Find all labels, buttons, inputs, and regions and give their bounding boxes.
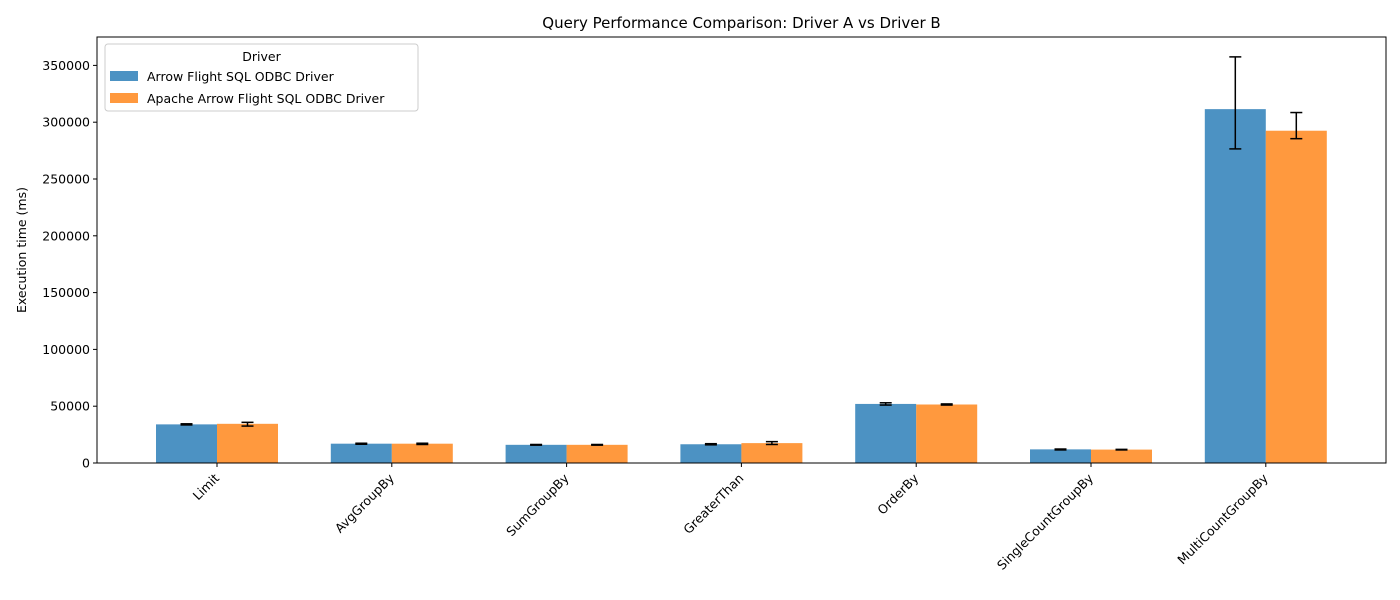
y-tick-label: 250000	[42, 172, 90, 187]
error-bar-series2-avggroupby	[416, 442, 429, 446]
error-bar-series1-limit	[180, 423, 193, 426]
error-bar-series1-sumgroupby	[530, 443, 543, 446]
bar-series2-singlecountgroupby	[1091, 449, 1152, 463]
y-tick-label: 350000	[42, 58, 90, 73]
bar-series2-sumgroupby	[566, 444, 628, 463]
x-tick-label-multicountgroupby: MultiCountGroupBy	[1174, 470, 1271, 567]
bar-series1-limit	[156, 424, 217, 463]
bar-series2-greaterthan	[741, 443, 803, 463]
x-tick-label-avggroupby: AvgGroupBy	[332, 470, 398, 536]
y-tick-label: 100000	[42, 342, 90, 357]
y-tick-label: 150000	[42, 285, 90, 300]
error-bar-series1-singlecountgroupby	[1054, 448, 1067, 451]
bar-series2-multicountgroupby	[1265, 130, 1327, 463]
plot-area: 0 50000 100000 150000 200000 250000 300000 3500…	[42, 36, 1387, 573]
bar-series1-sumgroupby	[505, 444, 567, 463]
bar-series2-limit	[217, 423, 278, 463]
error-bar-series1-multicountgroupby	[1229, 56, 1242, 150]
error-bar-series2-orderby	[940, 403, 953, 406]
legend-title: Driver	[242, 49, 281, 64]
legend-swatch-driver-b	[110, 93, 138, 103]
x-tick-label-orderby: OrderBy	[874, 470, 921, 517]
bar-series1-orderby	[855, 403, 917, 463]
bar-series1-avggroupby	[330, 443, 392, 463]
bar-series2-avggroupby	[391, 443, 453, 463]
error-bar-series2-singlecountgroupby	[1115, 448, 1128, 451]
bar-series1-greaterthan	[680, 444, 742, 463]
error-bar-series1-greaterthan	[704, 442, 717, 446]
error-bar-series2-limit	[241, 421, 254, 427]
error-bar-series2-sumgroupby	[591, 443, 604, 446]
bar-series1-singlecountgroupby	[1030, 449, 1091, 463]
legend-swatch-driver-a	[110, 71, 138, 81]
legend: Driver Arrow Flight SQL ODBC Driver Apac…	[104, 43, 419, 112]
x-tick-label-sumgroupby: SumGroupBy	[503, 470, 572, 539]
y-tick-label: 300000	[42, 115, 90, 130]
x-tick-label-greaterthan: GreaterThan	[680, 471, 746, 537]
x-tick-label-limit: Limit	[190, 470, 223, 503]
x-tick-label-singlecountgroupby: SingleCountGroupBy	[994, 470, 1097, 573]
error-bar-series2-greaterthan	[765, 440, 778, 446]
error-bar-series1-avggroupby	[355, 442, 368, 446]
bar-series1-multicountgroupby	[1204, 109, 1266, 464]
y-tick-label: 0	[82, 456, 90, 471]
y-tick-label: 200000	[42, 228, 90, 243]
y-tick-label: 50000	[50, 399, 90, 414]
bar-series2-orderby	[916, 404, 978, 463]
legend-label-driver-a: Arrow Flight SQL ODBC Driver	[147, 69, 335, 84]
chart-title: Query Performance Comparison: Driver A v…	[542, 14, 940, 32]
y-axis-label: Execution time (ms)	[14, 187, 29, 313]
legend-frame	[104, 43, 419, 112]
legend-label-driver-b: Apache Arrow Flight SQL ODBC Driver	[147, 91, 385, 106]
error-bar-series1-orderby	[879, 402, 892, 406]
error-bar-series2-multicountgroupby	[1290, 111, 1303, 140]
